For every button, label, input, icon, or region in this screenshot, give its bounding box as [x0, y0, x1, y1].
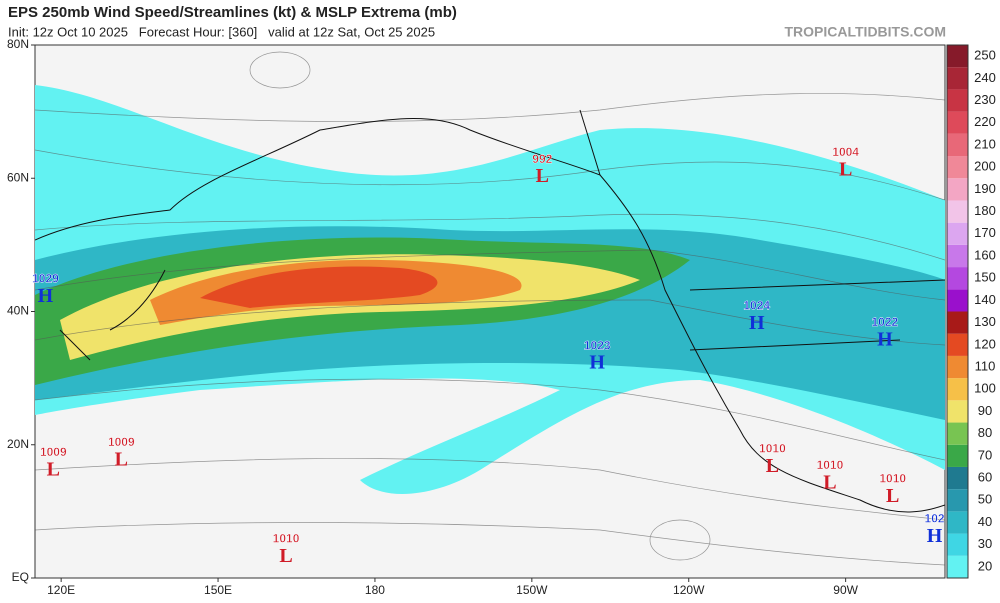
colorbar-bin [947, 89, 968, 112]
pressure-symbol: H [38, 285, 54, 307]
x-tick-label: 180 [365, 583, 385, 597]
x-tick-label: 150W [516, 583, 548, 597]
y-tick-label: 20N [7, 437, 29, 451]
wind-field [35, 51, 945, 566]
streamlines [35, 51, 945, 566]
colorbar-label: 120 [974, 336, 996, 351]
pressure-symbol: H [927, 525, 943, 547]
colorbar-label: 180 [974, 203, 996, 218]
colorbar-label: 170 [974, 225, 996, 240]
pressure-value: 102 [925, 512, 945, 526]
pressure-symbol: H [877, 328, 893, 350]
pressure-value: 1024 [743, 298, 770, 312]
colorbar-label: 150 [974, 270, 996, 285]
colorbar-label: 110 [975, 358, 996, 373]
pressure-value: 1029 [32, 272, 59, 286]
pressure-symbol: L [47, 458, 60, 480]
pressure-symbol: L [839, 159, 852, 181]
colorbar-bin [947, 400, 968, 423]
pressure-symbol: H [589, 352, 605, 374]
y-tick-label: EQ [12, 570, 29, 584]
colorbar-label: 100 [974, 381, 996, 396]
subtitle: Init: 12z Oct 10 2025 Forecast Hour: [36… [8, 24, 435, 39]
colorbar-bin [947, 311, 968, 334]
x-tick-label: 120W [673, 583, 705, 597]
colorbar-label: 190 [974, 181, 996, 196]
colorbar-label: 50 [978, 492, 992, 507]
pressure-value: 1010 [879, 472, 906, 486]
colorbar-bin [947, 267, 968, 290]
colorbar-bin [947, 511, 968, 534]
colorbar-label: 90 [978, 403, 992, 418]
colorbar-bin [947, 466, 968, 490]
colorbar-bin [947, 489, 968, 512]
pressure-value: 1023 [584, 338, 611, 352]
colorbar-bin [947, 289, 968, 312]
pressure-value: 1022 [872, 315, 899, 329]
colorbar-label: 130 [974, 314, 996, 329]
colorbar-label: 80 [978, 425, 992, 440]
colorbar-bin [947, 355, 968, 379]
colorbar-bin [947, 333, 968, 356]
colorbar-label: 240 [974, 70, 996, 85]
colorbar-bin [947, 45, 968, 68]
colorbar-label: 30 [978, 536, 992, 551]
colorbar-label: 140 [974, 292, 996, 307]
colorbar-bin [947, 156, 968, 179]
map [34, 44, 946, 579]
colorbar-bin [947, 533, 968, 556]
colorbar-bin [947, 555, 968, 578]
pressure-value: 1010 [817, 458, 844, 472]
pressure-value: 1004 [832, 145, 859, 159]
x-tick-label: 90W [833, 583, 858, 597]
pressure-symbol: L [886, 485, 899, 507]
source: TROPICALTIDBITS.COM [784, 24, 946, 40]
pressure-symbol: L [766, 455, 779, 477]
colorbar-label: 160 [974, 247, 996, 262]
pressure-symbol: L [115, 448, 128, 470]
x-tick-label: 120E [47, 583, 75, 597]
colorbar-bin [947, 111, 968, 134]
colorbar-label: 220 [974, 114, 996, 129]
colorbar-label: 40 [978, 514, 992, 529]
pressure-value: 1009 [108, 435, 135, 449]
title: EPS 250mb Wind Speed/Streamlines (kt) & … [8, 4, 457, 21]
pressure-symbol: H [749, 312, 765, 334]
colorbar-bin [947, 200, 968, 223]
pressure-symbol: L [536, 165, 549, 187]
pressure-value: 1010 [759, 442, 786, 456]
overlays: 120E 150E 180 150W 120W 90W 80N 60N 40N 20N EQ 20 30… [7, 37, 996, 597]
y-tick-label: 80N [7, 37, 29, 51]
x-tick-label: 150E [204, 583, 232, 597]
pressure-value: 992 [532, 152, 552, 166]
colorbar-label: 20 [978, 558, 992, 573]
colorbar-bin [947, 67, 968, 90]
colorbar-bin [947, 244, 968, 268]
y-tick-label: 60N [7, 170, 29, 184]
colorbar-bin [947, 444, 968, 467]
y-tick-label: 40N [7, 304, 29, 318]
colorbar-bin [947, 378, 968, 401]
jet-core [200, 266, 438, 308]
colorbar-label: 230 [974, 92, 996, 107]
colorbar-label: 70 [978, 447, 992, 462]
colorbar-frame [946, 44, 969, 579]
colorbar-label: 210 [974, 136, 996, 151]
pressure-symbol: L [279, 545, 292, 567]
colorbar-label: 200 [974, 159, 996, 174]
pressure-value: 1010 [273, 532, 300, 546]
coastlines [35, 109, 945, 513]
colorbar-bin [947, 422, 968, 445]
pressure-value: 1009 [40, 445, 67, 459]
pressure-symbol: L [823, 472, 836, 494]
colorbar-bin [947, 133, 968, 157]
colorbar-label: 250 [974, 48, 996, 63]
colorbar-bin [947, 178, 968, 201]
colorbar-label: 60 [978, 470, 992, 485]
colorbar-bin [947, 222, 968, 245]
